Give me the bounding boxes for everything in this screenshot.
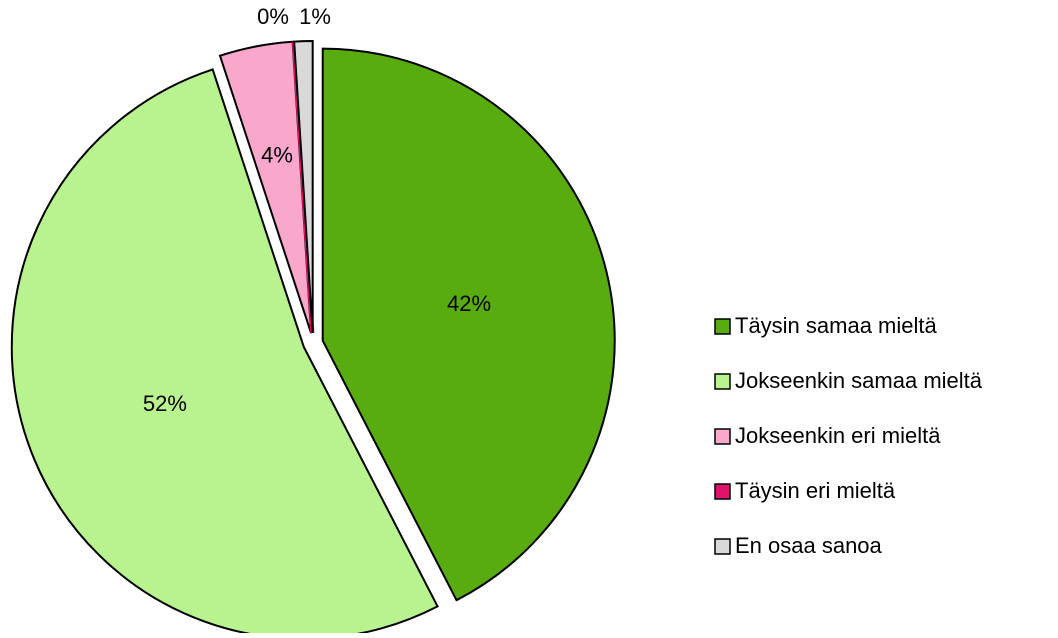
legend-label: Jokseenkin samaa mieltä <box>735 368 983 393</box>
data-label: 0% <box>257 4 289 29</box>
legend-label: Täysin samaa mieltä <box>735 313 938 338</box>
legend-swatch <box>714 318 731 335</box>
pie-slice <box>293 40 314 334</box>
legend-label: Täysin eri mieltä <box>735 478 896 503</box>
legend-label: En osaa sanoa <box>735 533 883 558</box>
legend-swatch <box>714 373 731 390</box>
pie-slice <box>10 68 439 638</box>
legend-swatch <box>714 428 731 445</box>
data-label: 1% <box>299 4 331 29</box>
legend-swatch <box>714 483 731 500</box>
data-label: 52% <box>143 391 187 416</box>
legend-swatch <box>714 538 731 555</box>
legend-label: Jokseenkin eri mieltä <box>735 423 941 448</box>
pie-slice <box>321 47 616 602</box>
data-label: 42% <box>447 291 491 316</box>
data-label: 4% <box>261 142 293 167</box>
